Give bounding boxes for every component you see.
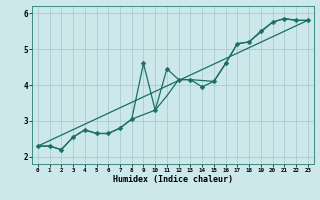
X-axis label: Humidex (Indice chaleur): Humidex (Indice chaleur)	[113, 175, 233, 184]
